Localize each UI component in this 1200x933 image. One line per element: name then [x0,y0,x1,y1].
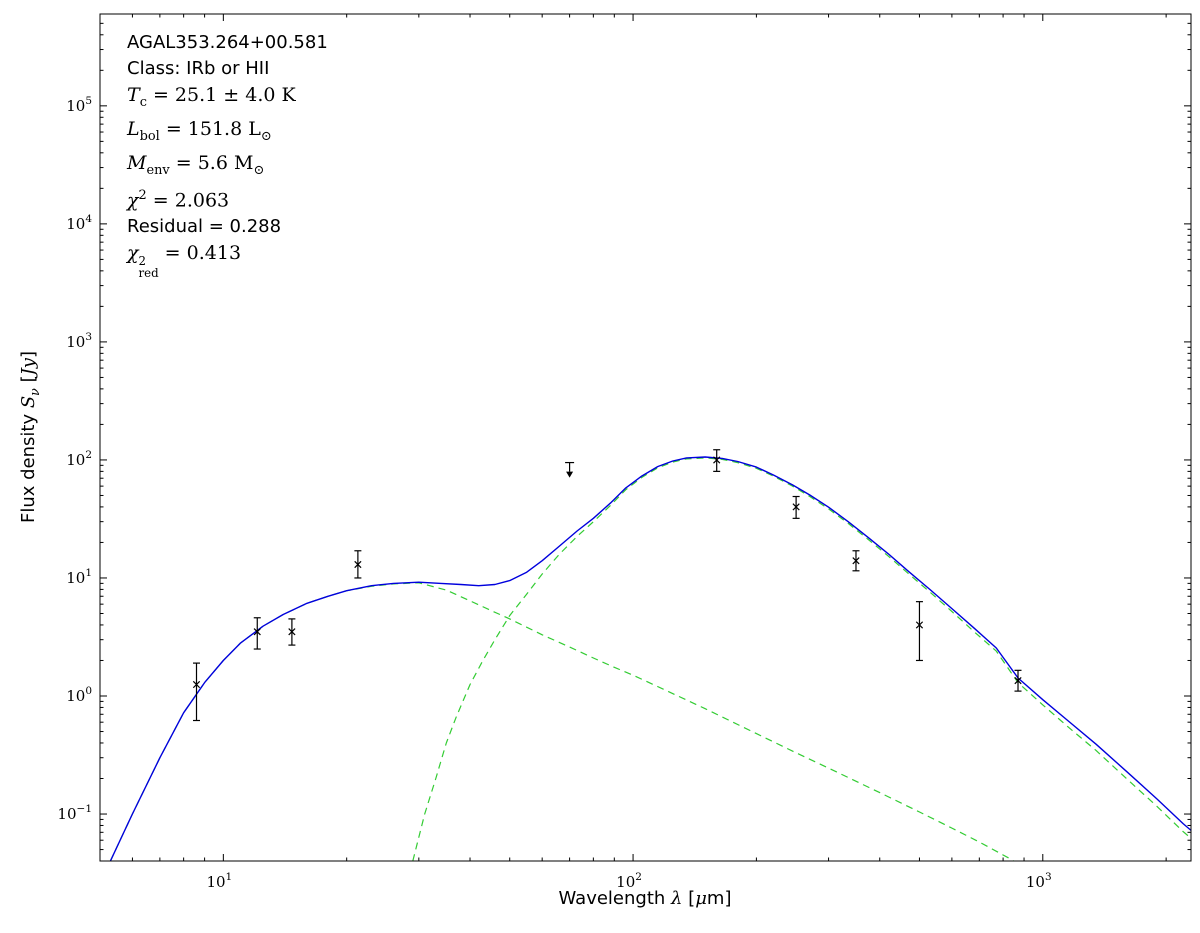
mass-label: Menv = 5.6 M⊙ [127,150,328,184]
tick-label: 100 [66,685,92,705]
math-symbol: χ [127,241,139,264]
label-text: Wavelength [558,888,672,909]
annotation-block: AGAL353.264+00.581 Class: IRb or HII Tc … [127,30,328,279]
tick-label: 102 [66,449,92,469]
data-point [852,550,860,572]
luminosity-label: Lbol = 151.8 L⊙ [127,116,328,150]
cold-component-curve [412,457,1191,861]
data-point [253,617,261,650]
tick-label: 103 [1026,871,1052,891]
math-subscript: red [138,265,159,280]
label-text: m] [706,888,732,909]
unit-symbol: M [233,151,254,174]
label-text: Flux density [18,408,40,524]
tick-label: 105 [66,95,92,115]
tick-label: 102 [616,871,642,891]
value-text: = 2.063 [146,189,230,212]
tick-label: 104 [66,213,92,233]
residual-label: Residual = 0.288 [127,215,282,237]
class-label: Class: IRb or HII [127,58,270,79]
data-point [713,449,721,472]
data-point [792,495,800,519]
value-text: = 5.6 [169,151,234,174]
nu-subscript: ν [26,388,42,396]
math-subscript: c [139,94,147,110]
flux-symbol: S [18,395,40,409]
source-name-label: AGAL353.264+00.581 [127,32,328,53]
math-symbol: M [127,151,147,174]
data-point [565,461,575,478]
data-point [354,550,362,579]
value-text: = 0.413 [158,241,242,264]
x-axis-label: Wavelength λ [μm] [445,888,845,909]
mu-symbol: μ [695,888,707,909]
temperature-label: Tc = 25.1 ± 4.0 K [127,82,328,116]
math-symbol: L [127,117,140,140]
data-point [915,601,924,662]
math-superscript: 2 [138,188,147,204]
math-subscript: bol [139,128,160,144]
math-superscript: 2 [138,253,147,268]
label-text: [ [18,375,40,389]
unit-subscript: ⊙ [260,128,272,144]
data-point [1014,669,1022,692]
label-text: [ [682,888,696,909]
supsub-stack: 2 red [138,253,159,280]
tick-label: 103 [66,331,92,351]
chi2-label: χ2 = 2.063 [127,183,328,213]
total-model-curve [109,456,1191,861]
data-points [192,449,1022,722]
value-text: = 25.1 ± 4.0 K [146,84,296,106]
tick-label: 10−1 [57,803,92,823]
value-text: = 151.8 [159,117,249,140]
math-symbol: T [127,84,140,106]
y-axis-label: Flux density Sν [Jy] [18,351,42,523]
unit-symbol: Jy [18,358,40,376]
math-symbol: χ [127,189,139,212]
lambda-symbol: λ [671,888,683,909]
unit-subscript: ⊙ [253,162,265,178]
unit-symbol: L [248,117,261,140]
label-text: ] [18,350,40,359]
tick-labels: 101 102 103 10−1 100 101 102 103 104 105 [57,95,1051,891]
model-curves [109,456,1191,861]
warm-component-curve [109,582,1015,861]
chi2red-label: χ 2 red = 0.413 [127,240,328,280]
tick-label: 101 [66,567,92,587]
tick-label: 101 [206,871,232,891]
axis-ticks [100,14,1191,861]
data-point [288,618,296,646]
plot-frame [99,13,1192,862]
math-subscript: env [146,162,170,178]
data-point [192,662,201,722]
